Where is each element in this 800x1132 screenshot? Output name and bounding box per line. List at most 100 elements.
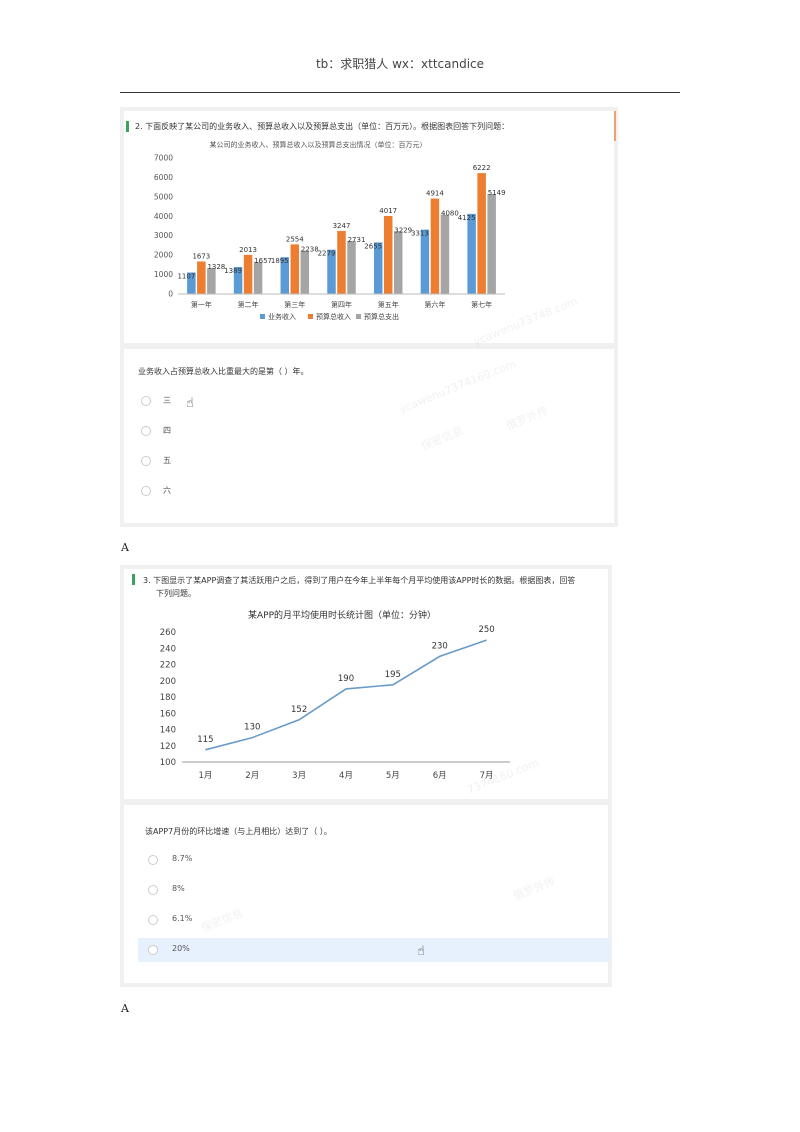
chart2-data-label: 250 [478,625,494,635]
chart1-legend: 业务收入 预算总收入 预算总支出 [260,312,399,321]
chart1-data-label: 2279 [318,250,336,258]
chart1-bar [337,230,346,294]
q1-option-3-radio[interactable] [141,456,151,466]
chart1-data-label: 2013 [239,246,257,254]
chart1-bar [383,215,393,294]
q2-option-2-radio[interactable] [148,885,158,895]
q1-option-3-label: 五 [163,456,171,465]
chart1-bar [467,213,476,294]
chart2-y-tick-label: 200 [160,677,176,687]
chart1-data-label: 3313 [411,230,429,238]
chart1-data-label: 4017 [379,207,397,215]
chart2-x-tick-label: 7月 [480,771,494,781]
chart1-data-label: 6222 [473,164,491,172]
chart1-legend-label: 业务收入 [268,312,296,321]
q2-answer: A [121,1002,129,1015]
chart2-series [205,639,487,751]
chart1-data-label: 2731 [348,236,366,244]
chart1-y-tick-label: 5000 [154,192,173,201]
q2-option-2-label: 8% [172,884,185,893]
chart1-bar [430,198,440,294]
q2-option-4-label: 20% [172,944,190,953]
chart1-x-tick-label: 第七年 [471,300,492,309]
chart1-title: 某公司的业务收入、预算总收入以及预算总支出情况（单位：百万元） [210,140,427,149]
chart1-bar [440,214,450,294]
chart1-bar [393,231,403,294]
q2-title-line-2: 下列问题。 [156,589,196,598]
chart1-data-label: 2655 [364,242,382,250]
page-header: tb：求职猎人 wx：xttcandice [315,57,485,71]
chart2-data-label: 115 [197,735,213,745]
chart1-bar [477,173,486,294]
chart1-x-tick-label: 第三年 [284,300,305,309]
chart1-bar [233,267,243,294]
chart1-y-tick-label: 2000 [154,251,173,260]
chart2-x-tick-label: 4月 [339,771,353,781]
chart2-data-label: 230 [432,641,448,651]
chart2-series-line [205,639,487,751]
hand-cursor-icon: ☝ [186,396,194,411]
chart1-bar [347,240,356,294]
chart2-y-tick-label: 240 [160,644,176,654]
chart1-bar [327,249,336,294]
chart1-bars [187,173,496,294]
chart1-bar [290,244,300,294]
chart1-legend-swatch [308,314,313,319]
chart1-y-tick-label: 6000 [154,173,173,182]
q1-question: 业务收入占预算总收入比重最大的是第（ ）年。 [138,367,309,376]
chart1-bar [243,254,253,294]
q2-option-1-radio[interactable] [148,855,158,865]
q1-title: 2. 下面反映了某公司的业务收入、预算总收入以及预算总支出（单位：百万元）。根据… [135,122,510,131]
chart1-x-tick-label: 第四年 [331,300,352,309]
chart2-y-tick-label: 100 [160,758,176,768]
chart1-data-label: 5149 [488,189,506,197]
chart1-data-label: 2238 [301,246,319,254]
chart2-data-labels: 115 130 152 190 195 230 250 [197,625,494,745]
chart1-legend-label: 预算总支出 [364,312,399,321]
q1-option-4-radio[interactable] [141,486,151,496]
chart2-x-tick-label: 6月 [433,771,447,781]
chart1-legend-label: 预算总收入 [316,312,351,321]
q2-title-line-1: 3. 下图显示了某APP调查了其活跃用户之后，得到了用户在今年上半年每个月平均使… [143,576,576,585]
chart2-y-tick-label: 160 [160,709,176,719]
chart1-data-label: 1107 [177,272,195,280]
q2-option-4-radio[interactable] [148,945,158,955]
chart1-y-tick-label: 4000 [154,212,173,221]
q1-title-marker [126,121,129,132]
chart2-y-tick-label: 120 [160,742,176,752]
chart1-x-tick-label: 第六年 [424,300,445,309]
chart1-legend-swatch [356,314,361,319]
chart2-y-tick-label: 140 [160,726,176,736]
chart1-data-label: 1895 [271,257,289,265]
q1-option-1-radio[interactable] [141,396,151,406]
chart2-y-tick-label: 260 [160,628,176,638]
chart1-data-label: 4125 [458,214,476,222]
chart1-x-tick-label: 第五年 [378,300,399,309]
q1-option-2-label: 四 [163,426,171,435]
chart1-data-label: 1673 [192,252,210,260]
chart2-data-label: 152 [291,705,307,715]
chart2-data-label: 195 [385,670,401,680]
chart1-y-tick-label: 1000 [154,270,173,279]
chart1-legend-swatch [260,314,265,319]
chart1-bar [420,229,430,294]
q1-question-card [124,349,614,523]
chart2-y-tick-label: 180 [160,693,176,703]
q2-option-4-highlight [138,938,610,962]
chart1-bar [253,261,263,294]
chart1-data-label: 1657 [254,257,272,265]
chart1-bar [187,272,196,294]
chart1-bar [280,257,290,294]
q2-question: 该APP7月份的环比增速（与上月相比）达到了（ ）。 [145,827,332,836]
chart1-x-axis: 第一年 第二年 第三年 第四年 第五年 第六年 第七年 [178,293,505,309]
chart1-data-label: 4080 [441,210,459,218]
q1-option-2-radio[interactable] [141,426,151,436]
chart1-y-axis: 0 1000 2000 3000 4000 5000 6000 7000 [154,154,173,299]
chart1-bar [300,250,310,294]
q2-option-3-radio[interactable] [148,915,158,925]
q1-accent-bar [614,111,616,141]
chart1-y-tick-label: 3000 [154,231,173,240]
hand-cursor-icon: ☝ [417,944,425,959]
q1-chart-card [124,111,614,343]
